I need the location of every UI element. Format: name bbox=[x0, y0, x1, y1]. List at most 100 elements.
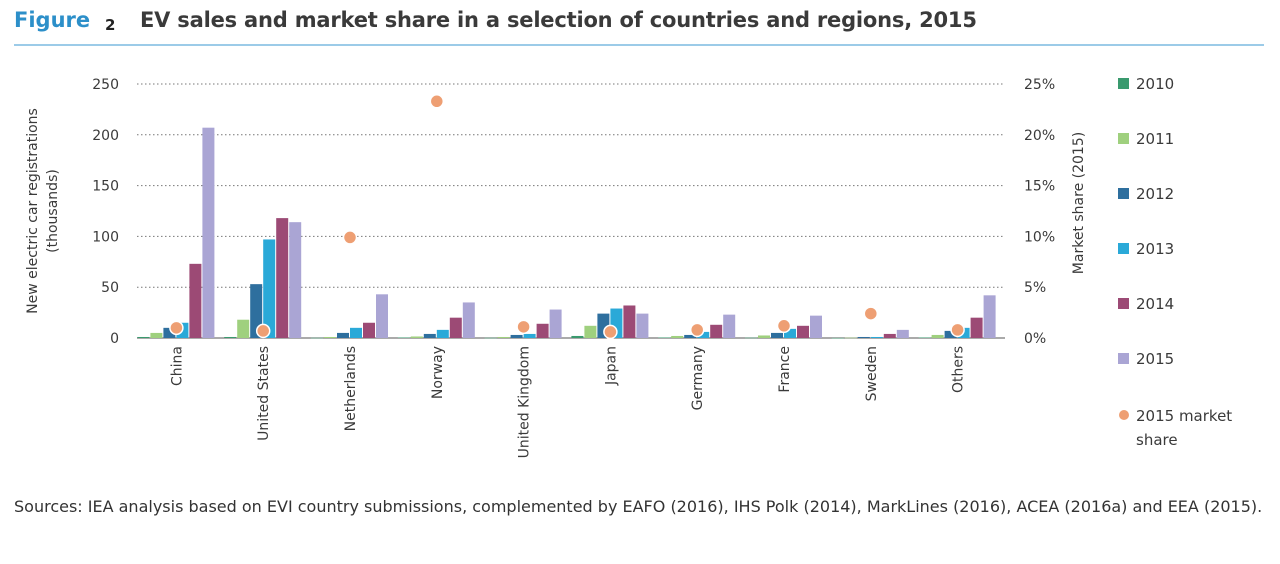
bar-2010 bbox=[918, 337, 931, 338]
bar-2012 bbox=[510, 334, 523, 338]
y-tick-label: 200 bbox=[92, 128, 119, 144]
bar-2015 bbox=[723, 314, 736, 338]
bar-2010 bbox=[397, 337, 410, 338]
bar-2010 bbox=[224, 336, 237, 338]
figure-number: 2 bbox=[105, 16, 116, 34]
legend-swatch-2011 bbox=[1118, 133, 1129, 144]
bar-2014 bbox=[276, 218, 289, 338]
bar-2015 bbox=[376, 294, 388, 338]
y-tick-label: 0 bbox=[110, 331, 119, 347]
market-share-point bbox=[169, 320, 184, 336]
y-tick-label: 250 bbox=[92, 77, 119, 93]
bar-2015 bbox=[289, 222, 302, 338]
legend-swatch-2012 bbox=[1118, 188, 1129, 199]
legend-label: 2014 bbox=[1136, 295, 1174, 313]
legend-label: 2010 bbox=[1136, 75, 1174, 93]
market-share-point bbox=[342, 230, 358, 245]
bar-2013 bbox=[263, 239, 276, 338]
y2-axis-title: Market share (2015) bbox=[1071, 132, 1087, 274]
bar-2014 bbox=[970, 317, 983, 338]
y-tick-label: 150 bbox=[92, 179, 119, 195]
legend-label: 2015 bbox=[1136, 350, 1174, 368]
figure-label: Figure bbox=[14, 8, 91, 32]
bar-2010 bbox=[745, 337, 757, 339]
bar-2012 bbox=[423, 333, 436, 338]
header-rule bbox=[14, 44, 1264, 46]
bar-2012 bbox=[684, 334, 697, 338]
legend-swatch-market-share bbox=[1119, 410, 1129, 420]
bar-2011 bbox=[237, 319, 250, 338]
legend-label: share bbox=[1136, 431, 1178, 449]
category-label: China bbox=[169, 346, 185, 386]
bar-2011 bbox=[497, 336, 510, 338]
y-axis-title: New electric car registrations bbox=[25, 108, 41, 314]
y2-tick-label: 0% bbox=[1024, 331, 1046, 347]
bar-2011 bbox=[150, 332, 163, 338]
legend-label: 2015 market bbox=[1136, 407, 1232, 425]
market-share-point bbox=[255, 323, 271, 339]
bar-2014 bbox=[449, 317, 462, 338]
bar-2010 bbox=[484, 337, 497, 339]
bar-2012 bbox=[337, 332, 349, 338]
bar-2011 bbox=[844, 337, 857, 339]
bar-2015 bbox=[810, 315, 822, 338]
category-label: Netherlands bbox=[343, 346, 359, 431]
bar-2014 bbox=[623, 305, 636, 338]
bar-2012 bbox=[163, 327, 176, 338]
legend-swatch-2014 bbox=[1118, 298, 1129, 309]
y2-tick-label: 10% bbox=[1024, 229, 1055, 245]
market-share-point bbox=[863, 306, 879, 321]
bar-2011 bbox=[410, 336, 423, 338]
legend-swatch-2013 bbox=[1118, 243, 1129, 254]
bar-2010 bbox=[311, 337, 323, 339]
category-label: United States bbox=[256, 346, 272, 441]
legend-swatch-2015 bbox=[1118, 353, 1129, 364]
figure-title: EV sales and market share in a selection… bbox=[140, 8, 977, 32]
market-share-point bbox=[776, 318, 792, 334]
y-axis-title-unit: (thousands) bbox=[45, 169, 61, 253]
category-label: Germany bbox=[690, 346, 706, 410]
category-label: United Kingdom bbox=[517, 346, 533, 458]
bar-2014 bbox=[710, 324, 723, 338]
bar-2013 bbox=[523, 333, 536, 338]
bar-2011 bbox=[758, 335, 770, 338]
legend-label: 2012 bbox=[1136, 185, 1174, 203]
category-label: Others bbox=[951, 346, 967, 393]
market-share-point bbox=[429, 94, 445, 109]
bar-2015 bbox=[549, 309, 562, 338]
bar-2014 bbox=[363, 322, 375, 338]
figure-header: Figure 2 EV sales and market share in a … bbox=[0, 0, 1280, 50]
market-share-point bbox=[689, 322, 705, 338]
bar-2012 bbox=[857, 336, 870, 338]
y2-tick-label: 25% bbox=[1024, 77, 1055, 93]
bar-2010 bbox=[831, 337, 844, 339]
bar-2015 bbox=[896, 329, 909, 338]
legend-label: 2013 bbox=[1136, 240, 1174, 258]
bar-2012 bbox=[250, 284, 263, 338]
y2-tick-label: 5% bbox=[1024, 280, 1046, 296]
bar-2014 bbox=[189, 263, 202, 338]
bar-2011 bbox=[584, 325, 597, 338]
bar-2013 bbox=[350, 327, 362, 338]
legend-swatch-2010 bbox=[1118, 78, 1129, 89]
legend-label: 2011 bbox=[1136, 130, 1174, 148]
bar-2010 bbox=[137, 336, 150, 338]
bar-2012 bbox=[944, 330, 957, 338]
bar-2014 bbox=[883, 333, 896, 338]
bar-2015 bbox=[462, 302, 475, 338]
bar-2011 bbox=[324, 336, 336, 338]
bar-2011 bbox=[671, 335, 684, 338]
bar-2014 bbox=[797, 325, 809, 338]
bar-2015 bbox=[983, 295, 996, 338]
bar-2013 bbox=[784, 328, 796, 338]
y-tick-label: 50 bbox=[101, 280, 119, 296]
bar-2014 bbox=[536, 323, 549, 338]
bar-2010 bbox=[571, 335, 584, 338]
category-label: Japan bbox=[603, 346, 619, 386]
bar-2015 bbox=[202, 127, 215, 338]
category-label: Norway bbox=[430, 346, 446, 399]
y-tick-label: 100 bbox=[92, 229, 119, 245]
y2-tick-label: 15% bbox=[1024, 179, 1055, 195]
market-share-point bbox=[950, 322, 965, 338]
market-share-point bbox=[516, 319, 531, 335]
